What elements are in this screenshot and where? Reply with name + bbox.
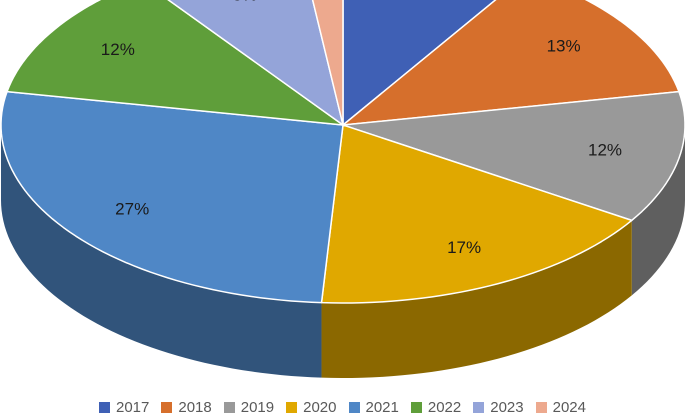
pie-slice-2024 xyxy=(311,0,344,126)
legend-item-2023: 2023 xyxy=(473,398,524,416)
pie-side-2020 xyxy=(321,220,632,378)
legend-item-2018: 2018 xyxy=(161,398,212,416)
pie-sides xyxy=(1,125,685,378)
pie-side-2019 xyxy=(631,125,685,296)
legend-label: 2023 xyxy=(490,398,524,416)
data-label-2021: 27% xyxy=(115,200,149,219)
legend-label: 2018 xyxy=(178,398,212,416)
legend-item-2020: 2020 xyxy=(286,398,337,416)
legend-item-2019: 2019 xyxy=(223,398,275,416)
data-label-2022: 12% xyxy=(101,40,135,59)
legend-swatch xyxy=(223,401,235,413)
legend-label: 2019 xyxy=(240,398,275,416)
legend-swatch xyxy=(99,401,110,413)
chart-legend: 2017 2018 2019 2020 2021 2022 2023 2024 xyxy=(0,396,685,418)
pie-labels: 9%13%12%17%27%12%8%2% xyxy=(101,0,622,257)
legend-swatch xyxy=(535,401,547,413)
data-label-2018: 13% xyxy=(547,36,581,55)
legend-item-2017: 2017 xyxy=(99,399,149,416)
pie-side-2021 xyxy=(1,125,322,378)
legend-swatch xyxy=(286,401,298,413)
pie-slice-2023 xyxy=(167,0,344,126)
legend-item-2024: 2024 xyxy=(535,398,586,416)
pie-slice-2020 xyxy=(320,124,633,304)
pie-slice-2022 xyxy=(6,0,344,126)
pie-slice-2019 xyxy=(342,90,685,222)
legend-item-2021: 2021 xyxy=(348,398,399,416)
legend-swatch xyxy=(410,401,422,413)
pie-tops xyxy=(0,0,685,304)
legend-label: 2017 xyxy=(116,398,150,416)
data-label-2023: 8% xyxy=(233,0,258,4)
legend-label: 2021 xyxy=(365,398,399,416)
legend-label: 2020 xyxy=(303,398,337,416)
data-label-2019: 12% xyxy=(588,140,622,159)
pie-slice-2018 xyxy=(342,0,680,126)
legend-item-2022: 2022 xyxy=(410,398,462,416)
pie-slice-2021 xyxy=(0,90,344,304)
legend-swatch xyxy=(161,401,173,413)
legend-swatch xyxy=(473,401,485,413)
legend-swatch xyxy=(348,401,360,413)
legend-label: 2022 xyxy=(427,398,462,416)
data-label-2020: 17% xyxy=(447,238,481,257)
legend-label: 2024 xyxy=(552,398,586,416)
